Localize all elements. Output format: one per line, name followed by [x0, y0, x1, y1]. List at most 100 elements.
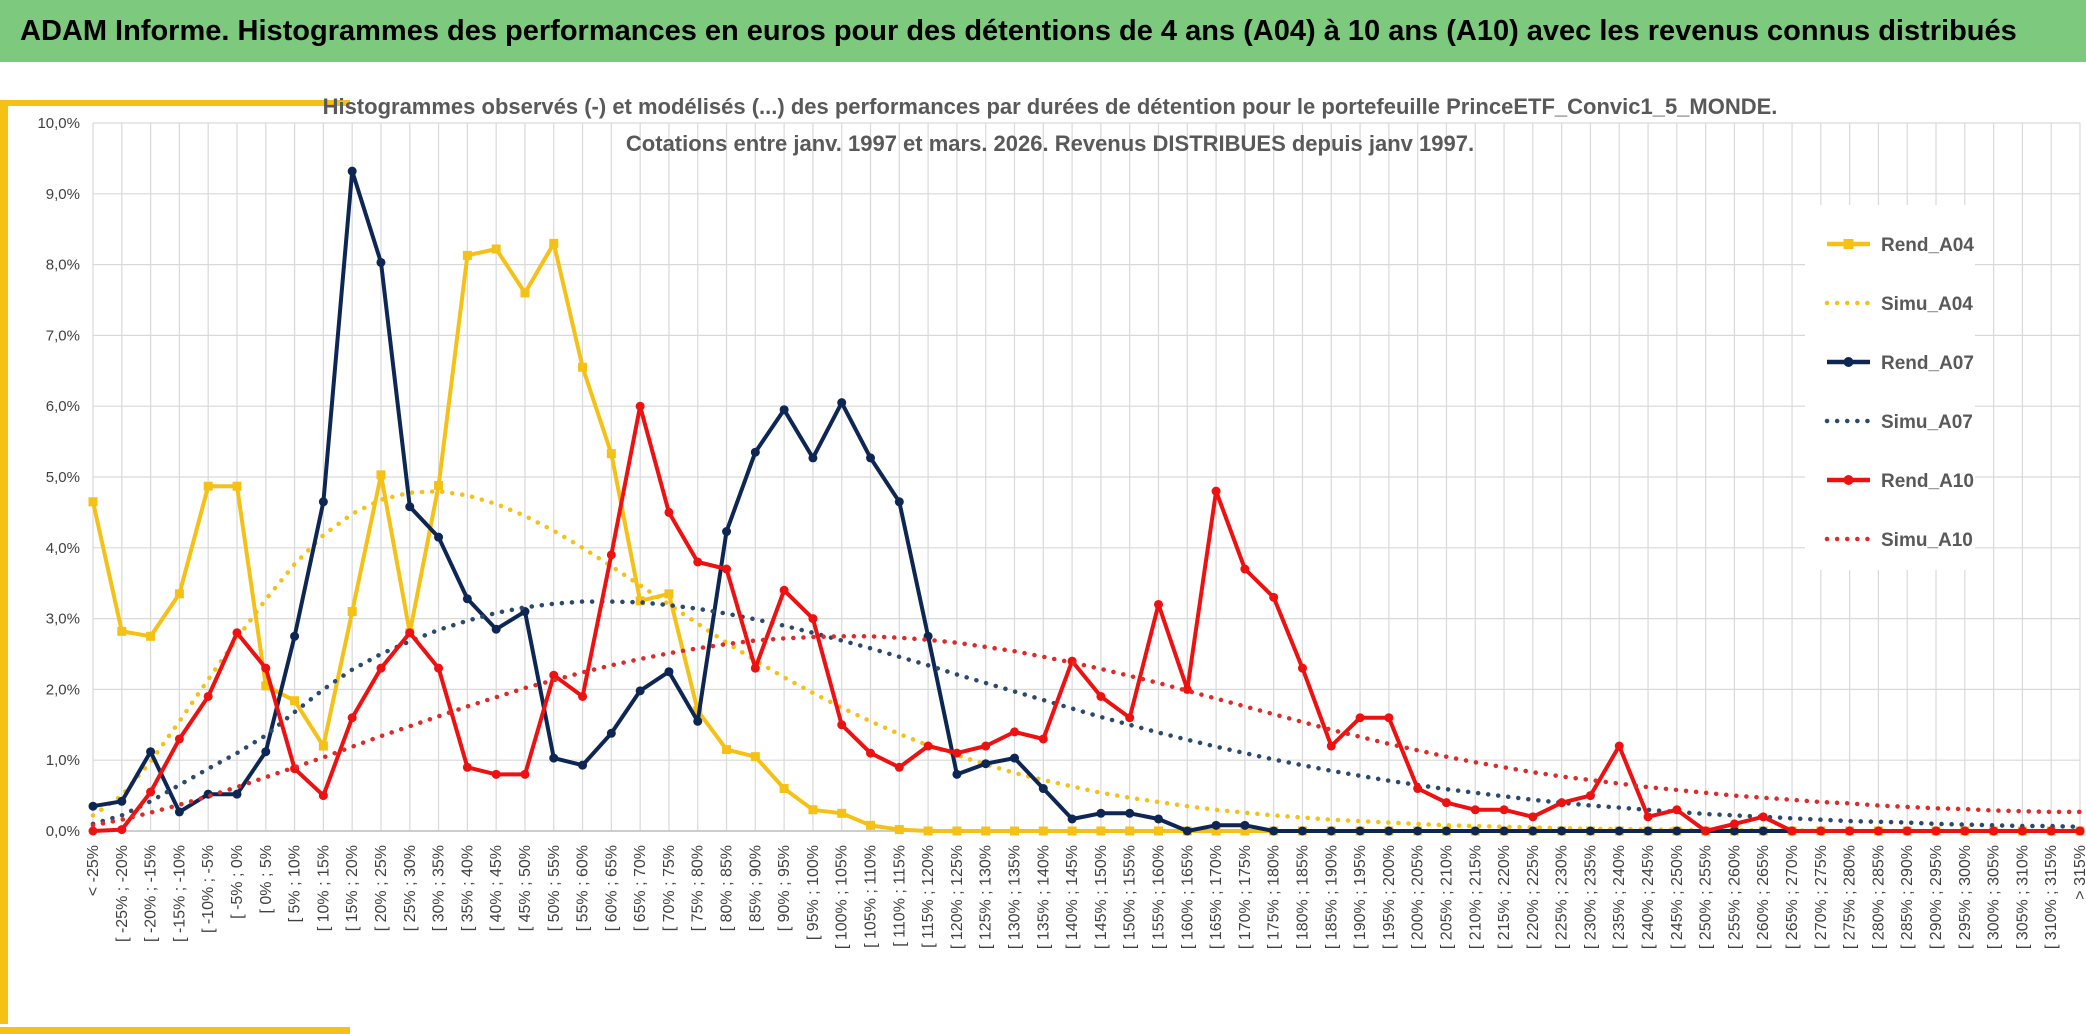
x-tick-label: [ -15% ; -10% — [171, 845, 188, 942]
data-point — [606, 449, 616, 459]
data-point — [1096, 808, 1106, 818]
series-line-simu-a04 — [90, 488, 2083, 834]
data-point — [750, 663, 760, 673]
data-point — [578, 760, 588, 770]
data-point — [1413, 826, 1423, 836]
data-point — [1643, 812, 1653, 822]
data-point — [779, 405, 789, 415]
x-tick-label: [ 130% ; 135% — [1007, 845, 1024, 949]
data-point — [952, 748, 962, 758]
data-point — [1355, 713, 1365, 723]
data-point — [491, 244, 501, 254]
data-point — [405, 502, 415, 512]
data-point — [750, 447, 760, 457]
data-point — [261, 681, 271, 691]
data-point — [722, 527, 732, 537]
x-tick-label: [ 125% ; 130% — [978, 845, 995, 949]
x-tick-label: [ 165% ; 170% — [1208, 845, 1225, 949]
x-tick-label: [ 230% ; 235% — [1582, 845, 1599, 949]
x-tick-label: [ 65% ; 70% — [632, 845, 649, 931]
x-tick-label: [ 35% ; 40% — [459, 845, 476, 931]
data-point — [174, 589, 184, 599]
series-line-simu-a07 — [90, 599, 2083, 830]
data-point — [866, 748, 876, 758]
data-point — [203, 691, 213, 701]
data-point — [1096, 691, 1106, 701]
data-point — [1010, 753, 1020, 763]
data-point — [434, 663, 444, 673]
data-point — [923, 826, 933, 836]
data-point — [1701, 826, 1711, 836]
data-point — [894, 825, 904, 835]
data-point — [808, 805, 818, 815]
banner: ADAM Informe. Histogrammes des performan… — [0, 0, 2086, 62]
x-tick-label: [ 290% ; 295% — [1928, 845, 1945, 949]
data-point — [1384, 713, 1394, 723]
data-point — [520, 288, 530, 298]
data-point — [434, 480, 444, 490]
data-point — [693, 557, 703, 567]
x-tick-label: [ 40% ; 45% — [488, 845, 505, 931]
y-tick-label: 1,0% — [46, 752, 80, 769]
data-point — [376, 470, 386, 480]
data-point — [923, 741, 933, 751]
x-tick-label: [ 20% ; 25% — [373, 845, 390, 931]
x-tick-label: [ 190% ; 195% — [1352, 845, 1369, 949]
x-tick-label: [ 55% ; 60% — [575, 845, 592, 931]
data-point — [981, 741, 991, 751]
data-point — [1067, 814, 1077, 824]
data-point — [462, 250, 472, 260]
data-point — [1643, 826, 1653, 836]
chart-subtitle: Cotations entre janv. 1997 et mars. 2026… — [626, 131, 1474, 156]
data-point — [1067, 826, 1077, 836]
data-point — [1816, 826, 1826, 836]
data-point — [981, 759, 991, 769]
data-point — [1125, 826, 1135, 836]
accent-bar-top — [0, 100, 350, 106]
data-point — [1902, 826, 1912, 836]
data-point — [318, 741, 328, 751]
data-point — [866, 820, 876, 830]
data-point — [1528, 812, 1538, 822]
data-point — [318, 791, 328, 801]
data-point — [1326, 741, 1336, 751]
data-point — [146, 787, 156, 797]
data-point — [232, 628, 242, 638]
data-point — [549, 238, 559, 248]
x-tick-label: [ 15% ; 20% — [344, 845, 361, 931]
data-point — [664, 589, 674, 599]
data-point — [1672, 826, 1682, 836]
y-tick-label: 6,0% — [46, 398, 80, 415]
x-tick-label: [ 310% ; 315% — [2043, 845, 2060, 949]
x-tick-label: [ 115% ; 120% — [920, 845, 937, 948]
x-tick-label: [ 50% ; 55% — [546, 845, 563, 931]
series-layer — [88, 166, 2085, 836]
x-tick-label: [ 90% ; 95% — [776, 845, 793, 931]
y-tick-label: 10,0% — [37, 115, 80, 132]
series-line-rend-a10 — [92, 404, 2080, 833]
x-tick-label: [ 25% ; 30% — [402, 845, 419, 931]
data-point — [1729, 819, 1739, 829]
data-point — [606, 550, 616, 560]
x-tick-label: [ 100% ; 105% — [834, 845, 851, 949]
data-point — [491, 624, 501, 634]
series-line-simu-a10 — [90, 634, 2083, 828]
data-point — [1499, 826, 1509, 836]
x-tick-label: [ 225% ; 230% — [1554, 845, 1571, 949]
y-tick-label: 9,0% — [46, 186, 80, 203]
data-point — [1240, 564, 1250, 574]
legend-label: Simu_A10 — [1881, 530, 1973, 551]
data-point — [290, 631, 300, 641]
x-tick-label: [ 110% ; 115% — [891, 845, 908, 947]
data-point — [2017, 826, 2027, 836]
data-point — [808, 453, 818, 463]
data-point — [347, 713, 357, 723]
x-tick-label: [ 0% ; 5% — [258, 845, 275, 913]
y-tick-label: 5,0% — [46, 469, 80, 486]
data-point — [88, 801, 98, 811]
data-point — [1441, 826, 1451, 836]
data-point — [1470, 805, 1480, 815]
data-point — [88, 826, 98, 836]
x-tick-label: [ 10% ; 15% — [315, 845, 332, 931]
